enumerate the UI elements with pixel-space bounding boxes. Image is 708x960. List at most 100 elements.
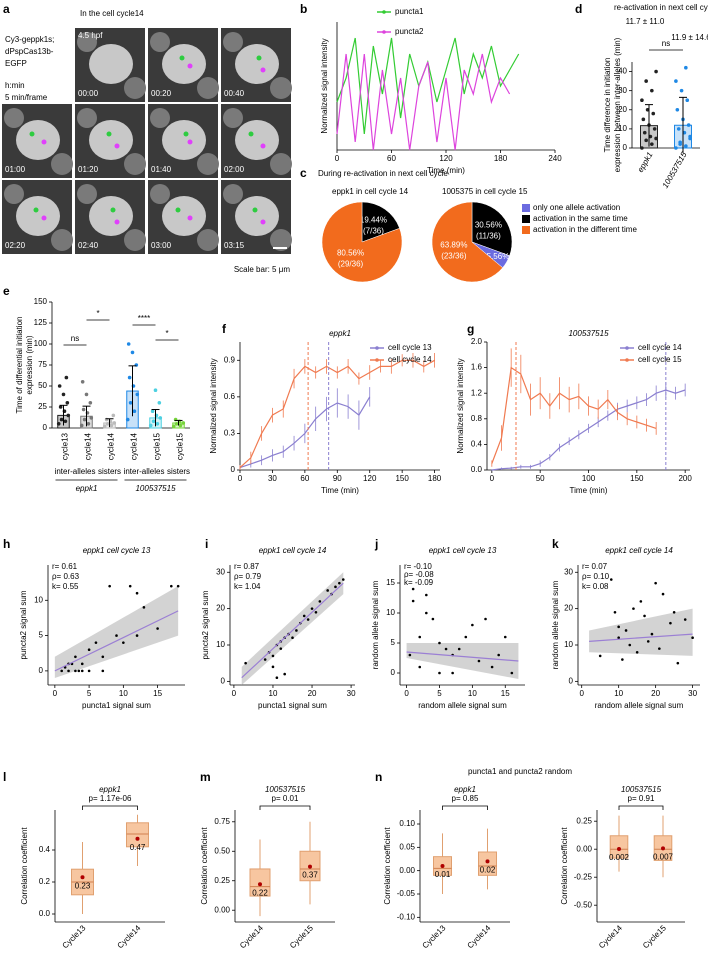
mean-label: 0.22 xyxy=(252,888,268,897)
panel-label: h xyxy=(3,537,10,551)
y-tick-label: 0.25 xyxy=(576,816,592,825)
point xyxy=(302,614,306,618)
point xyxy=(683,618,687,621)
puncta xyxy=(29,131,35,137)
bracket xyxy=(442,805,488,810)
point xyxy=(635,650,639,654)
puncta xyxy=(260,143,266,149)
panel-label: l xyxy=(3,770,6,784)
panel-label: e xyxy=(3,284,10,298)
y-tick-label: 50 xyxy=(38,381,47,390)
x-axis-label: Time (min) xyxy=(321,486,359,495)
legend-label: cell cycle 13 xyxy=(388,343,432,352)
point xyxy=(457,647,461,651)
point xyxy=(682,130,687,135)
x-tick-label: 200 xyxy=(678,474,692,483)
chart-title: 100537515 xyxy=(265,785,306,794)
group-label: sisters xyxy=(167,467,190,476)
puncta xyxy=(41,139,47,145)
nucleus xyxy=(77,108,97,128)
point xyxy=(271,654,275,658)
point xyxy=(676,661,680,665)
p-value: p= 0.91 xyxy=(628,794,655,803)
label: Cy3-geppk1s; xyxy=(5,35,54,44)
point xyxy=(58,405,63,409)
point xyxy=(438,671,441,675)
point xyxy=(688,134,692,139)
y-axis-label: expression between inter-alleles (min) xyxy=(613,37,622,172)
stat-label: ρ= 0.79 xyxy=(234,572,262,581)
point xyxy=(244,661,247,665)
x-tick-label: 10 xyxy=(269,689,278,698)
time-label: 01:00 xyxy=(5,165,26,174)
panel-title: In the cell cycle14 xyxy=(80,9,144,18)
puncta xyxy=(110,207,116,213)
y-axis-label: Normalized signal intensity xyxy=(456,358,465,453)
puncta xyxy=(187,139,193,145)
x-tick-label: cycle15 xyxy=(176,432,185,460)
puncta xyxy=(41,215,47,221)
significance: ns xyxy=(662,39,670,48)
panel-label: d xyxy=(575,2,582,16)
point xyxy=(63,419,68,424)
point xyxy=(87,669,91,673)
x-tick-label: 30 xyxy=(268,474,277,483)
y-tick-label: 30 xyxy=(564,567,573,576)
y-tick-label: 75 xyxy=(38,360,47,369)
panel-label: b xyxy=(300,2,307,16)
point xyxy=(444,647,448,651)
nucleus xyxy=(124,229,146,251)
point xyxy=(157,401,162,405)
time-label: 01:20 xyxy=(78,165,99,174)
y-tick-label: 15 xyxy=(386,578,395,587)
nucleus xyxy=(150,32,170,52)
point xyxy=(464,635,468,639)
chart-title: eppk1 xyxy=(99,785,121,794)
box xyxy=(126,822,149,848)
legend-label: cell cycle 15 xyxy=(638,355,682,364)
point xyxy=(283,672,286,676)
point xyxy=(82,417,87,422)
stat-label: ρ= 0.10 xyxy=(582,572,610,581)
y-tick-label: 0.4 xyxy=(39,845,51,854)
point xyxy=(686,123,691,127)
panel-label: g xyxy=(467,322,474,336)
point xyxy=(174,422,179,426)
y-axis-label: puncta2 signal sum xyxy=(19,590,28,659)
y-tick-label: 0 xyxy=(391,668,396,677)
point xyxy=(101,669,105,673)
stat-label: k= -0.09 xyxy=(404,578,434,587)
pie-title: eppk1 in cell cycle 14 xyxy=(332,187,409,196)
y-tick-label: 20 xyxy=(618,105,627,114)
y-tick-label: -0.25 xyxy=(574,872,593,881)
time-label: 03:15 xyxy=(224,241,245,250)
point xyxy=(679,88,684,93)
x-tick-label: Cycle14 xyxy=(597,923,624,950)
nucleus xyxy=(223,108,243,128)
nucleus xyxy=(197,77,219,99)
point xyxy=(135,392,140,397)
point xyxy=(648,134,653,139)
y-tick-label: 0.9 xyxy=(224,355,236,364)
nucleus xyxy=(197,153,219,175)
point xyxy=(88,401,93,405)
x-tick-label: 60 xyxy=(387,154,396,163)
point xyxy=(651,111,656,116)
note: 5 min/frame xyxy=(5,93,48,102)
point xyxy=(640,146,644,150)
nucleus xyxy=(124,77,146,99)
stat-label: k= 0.55 xyxy=(52,582,79,591)
nucleus xyxy=(51,153,73,175)
chart-title: eppk1 cell cycle 13 xyxy=(429,546,497,555)
stat-label: r= 0.87 xyxy=(234,562,260,571)
point xyxy=(74,655,77,659)
y-axis-label: Correlation coefficient xyxy=(200,827,209,905)
point xyxy=(155,422,160,426)
panel-label: m xyxy=(200,770,211,784)
x-tick-label: 90 xyxy=(333,474,342,483)
pie-slice xyxy=(321,201,403,283)
y-axis-label: Normalized signal intensity xyxy=(209,358,218,453)
y-tick-label: -0.10 xyxy=(397,912,416,921)
significance: * xyxy=(165,329,168,338)
mean-label: 0.47 xyxy=(130,843,146,852)
